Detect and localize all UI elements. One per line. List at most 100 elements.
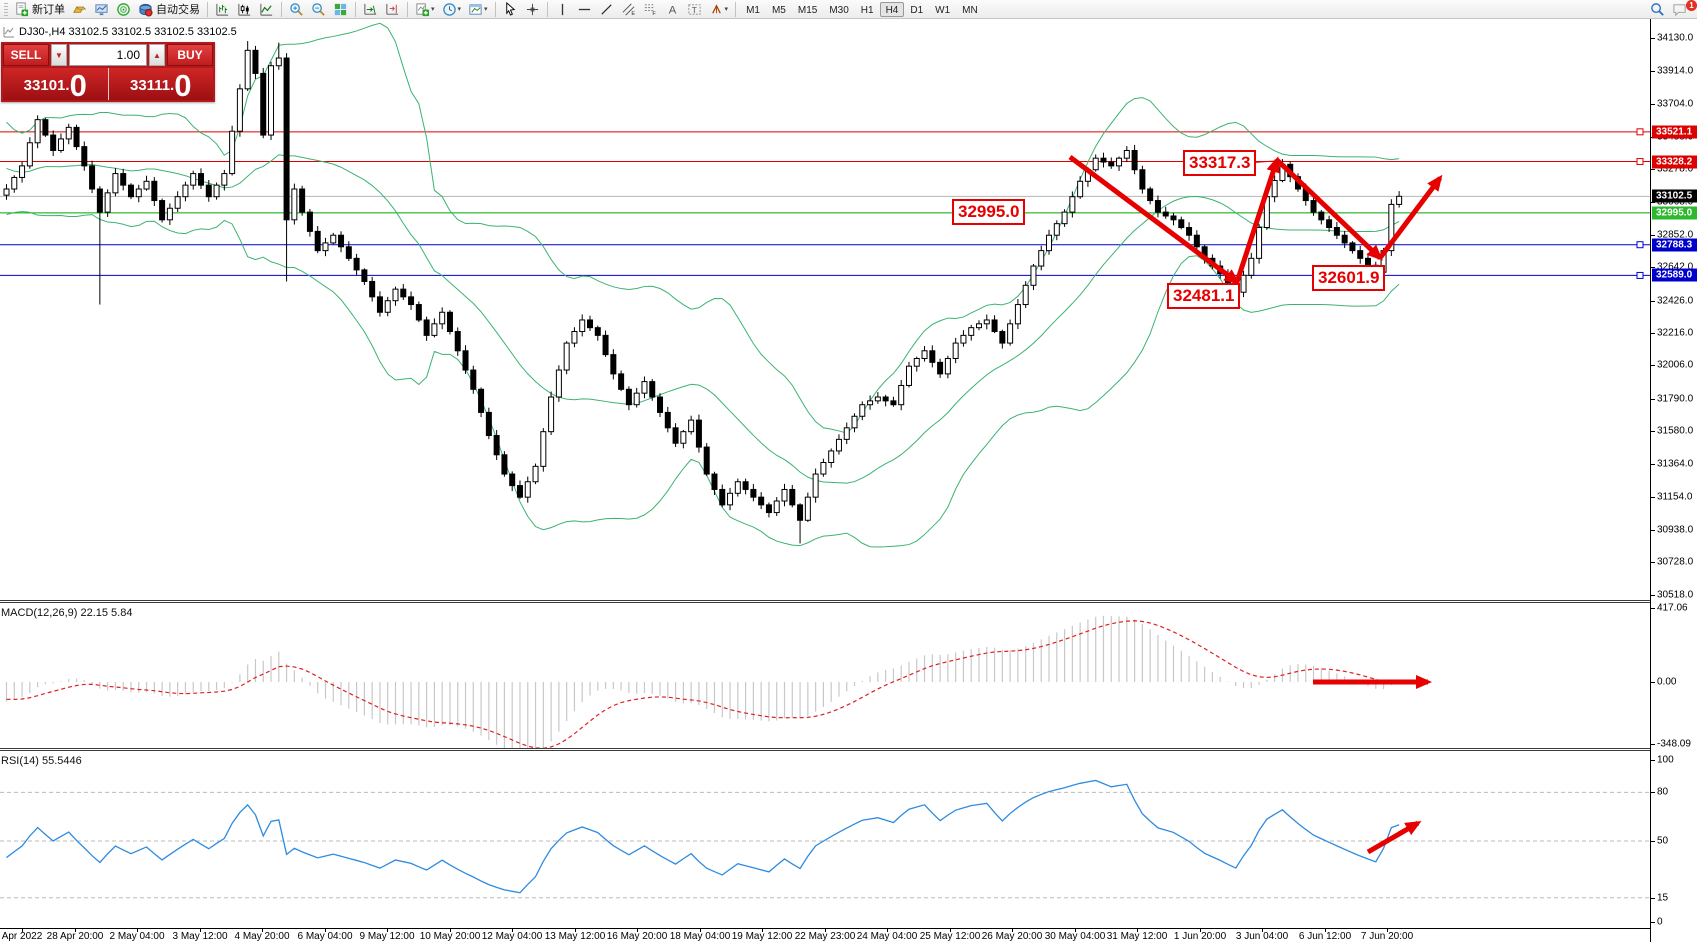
time-label: 6 May 04:00 bbox=[297, 931, 353, 942]
trend-arrow[interactable] bbox=[1378, 174, 1443, 260]
rsi-up-arrow[interactable] bbox=[1366, 820, 1422, 855]
time-label: 7 Jun 20:00 bbox=[1360, 931, 1414, 942]
notifications-button[interactable]: 1 bbox=[1669, 0, 1697, 18]
price-tick: 30728.0 bbox=[1657, 556, 1694, 568]
price-tick: 32642.0 bbox=[1657, 261, 1694, 273]
time-axis[interactable]: Apr 2022 28 Apr 20:00 2 May 04:00 3 May 12:… bbox=[0, 928, 1650, 942]
price-axis[interactable]: 34130.033914.033704.033488.033278.033068… bbox=[1650, 19, 1697, 942]
clock-icon bbox=[442, 2, 456, 16]
time-label: 12 May 04:00 bbox=[481, 931, 543, 942]
bar-chart-icon bbox=[216, 3, 229, 16]
price-level-badge-32788.3: 32788.3 bbox=[1652, 238, 1697, 252]
navigator-button[interactable] bbox=[113, 1, 134, 18]
axis-tick-mark bbox=[1651, 792, 1655, 794]
sell-price-main: 33101. bbox=[23, 77, 70, 94]
chart-title: DJ30-,H4 33102.5 33102.5 33102.5 33102.5 bbox=[3, 26, 237, 38]
tf-button-h4[interactable]: H4 bbox=[879, 1, 905, 17]
main-chart[interactable] bbox=[0, 19, 1650, 600]
indicators-icon bbox=[416, 2, 430, 16]
axis-tick-mark bbox=[1651, 607, 1655, 609]
trend-arrow[interactable] bbox=[1068, 154, 1241, 285]
time-label: 18 May 04:00 bbox=[669, 931, 731, 942]
panel-divider[interactable] bbox=[0, 600, 1697, 603]
cursor-tool-button[interactable] bbox=[500, 1, 521, 18]
tf-button-m15[interactable]: M15 bbox=[797, 4, 818, 16]
bollinger-middle-band[interactable] bbox=[6, 154, 1400, 484]
price-tick: 31580.0 bbox=[1657, 425, 1694, 437]
tf-button-w1[interactable]: W1 bbox=[935, 4, 951, 16]
time-tick-mark bbox=[1262, 929, 1263, 932]
level-handle[interactable] bbox=[1636, 158, 1644, 166]
rsi-panel[interactable] bbox=[0, 751, 1650, 928]
line-chart-icon bbox=[260, 3, 273, 16]
time-tick-mark bbox=[137, 929, 138, 932]
price-tick: 30938.0 bbox=[1657, 524, 1694, 536]
tf-button-m1[interactable]: M1 bbox=[746, 4, 760, 16]
time-label: 3 Jun 04:00 bbox=[1235, 931, 1289, 942]
market-watch-button[interactable] bbox=[69, 1, 90, 18]
search-button[interactable] bbox=[1647, 1, 1668, 18]
autotrading-icon bbox=[139, 3, 153, 17]
buy-price[interactable]: 33111. 0 bbox=[108, 68, 213, 100]
periods-button[interactable]: ▾ bbox=[439, 1, 465, 18]
auto-scroll-button[interactable] bbox=[360, 1, 381, 18]
toolbar-separator bbox=[407, 1, 408, 17]
tf-button-d1[interactable]: D1 bbox=[910, 4, 924, 16]
new-order-button[interactable]: 新订单 bbox=[11, 1, 68, 18]
trendline-tool-button[interactable] bbox=[596, 1, 617, 18]
macd-panel[interactable] bbox=[0, 603, 1650, 748]
channel-tool-button[interactable]: E bbox=[618, 1, 639, 18]
zoom-in-button[interactable] bbox=[286, 1, 307, 18]
price-level-badge-33521.1: 33521.1 bbox=[1652, 125, 1697, 139]
chart-shift-button[interactable] bbox=[382, 1, 403, 18]
tf-button-mn[interactable]: MN bbox=[962, 4, 978, 16]
tf-button-m30[interactable]: M30 bbox=[829, 4, 849, 16]
level-handle[interactable] bbox=[1636, 128, 1644, 136]
market-watch-icon bbox=[73, 6, 87, 13]
time-label: 9 May 12:00 bbox=[359, 931, 415, 942]
volume-decrease-button[interactable]: ▼ bbox=[51, 44, 67, 66]
panel-divider[interactable] bbox=[0, 748, 1697, 751]
bar-chart-type-button[interactable] bbox=[212, 1, 233, 18]
tf-button-m5[interactable]: M5 bbox=[771, 4, 786, 16]
text-label-tool-button[interactable]: T bbox=[684, 1, 705, 18]
candlestick-icon bbox=[238, 3, 251, 16]
price-annotation-32601.9[interactable]: 32601.9 bbox=[1312, 265, 1386, 291]
data-window-button[interactable] bbox=[91, 1, 112, 18]
horizontal-line-tool-button[interactable] bbox=[574, 1, 595, 18]
templates-button[interactable]: ▾ bbox=[465, 1, 491, 18]
toolbar-grip[interactable] bbox=[4, 2, 8, 16]
fibonacci-tool-button[interactable]: F bbox=[640, 1, 661, 18]
text-icon: A bbox=[668, 4, 676, 16]
axis-tick-mark bbox=[1651, 169, 1655, 171]
price-annotation-32481.1[interactable]: 32481.1 bbox=[1167, 283, 1241, 309]
arrows-tool-button[interactable]: ▾ bbox=[706, 1, 732, 18]
sell-button[interactable]: SELL bbox=[3, 44, 49, 66]
line-chart-type-button[interactable] bbox=[256, 1, 277, 18]
trend-arrow[interactable] bbox=[1275, 158, 1383, 261]
text-tool-button[interactable]: A bbox=[662, 1, 683, 18]
autotrading-button[interactable]: 自动交易 bbox=[135, 1, 203, 18]
price-annotation-33317.3[interactable]: 33317.3 bbox=[1183, 150, 1257, 176]
indicators-button[interactable]: ▾ bbox=[412, 1, 438, 18]
tf-button-h1[interactable]: H1 bbox=[860, 4, 874, 16]
zoom-out-button[interactable] bbox=[308, 1, 329, 18]
price-level-badge-32995.0: 32995.0 bbox=[1652, 206, 1697, 220]
chart-title-text: DJ30-,H4 33102.5 33102.5 33102.5 33102.5 bbox=[19, 26, 237, 38]
tile-windows-button[interactable] bbox=[330, 1, 351, 18]
level-handle[interactable] bbox=[1636, 271, 1644, 279]
volume-input[interactable] bbox=[69, 44, 147, 66]
crosshair-tool-button[interactable] bbox=[522, 1, 543, 18]
bollinger-lower-band[interactable] bbox=[6, 211, 1400, 548]
sell-price[interactable]: 33101. 0 bbox=[3, 68, 109, 100]
buy-button[interactable]: BUY bbox=[167, 44, 213, 66]
level-handle[interactable] bbox=[1636, 241, 1644, 249]
time-tick-mark bbox=[450, 929, 451, 932]
volume-increase-button[interactable]: ▲ bbox=[149, 44, 165, 66]
price-annotation-32995.0[interactable]: 32995.0 bbox=[952, 199, 1026, 225]
vertical-line-tool-button[interactable] bbox=[552, 1, 573, 18]
time-label: 28 Apr 20:00 bbox=[46, 931, 104, 942]
trend-arrow[interactable] bbox=[1234, 156, 1280, 283]
candlestick-type-button[interactable] bbox=[234, 1, 255, 18]
